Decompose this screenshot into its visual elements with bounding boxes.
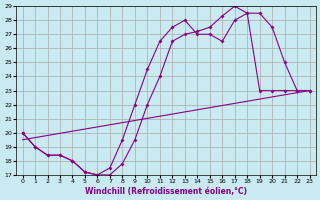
X-axis label: Windchill (Refroidissement éolien,°C): Windchill (Refroidissement éolien,°C) <box>85 187 247 196</box>
